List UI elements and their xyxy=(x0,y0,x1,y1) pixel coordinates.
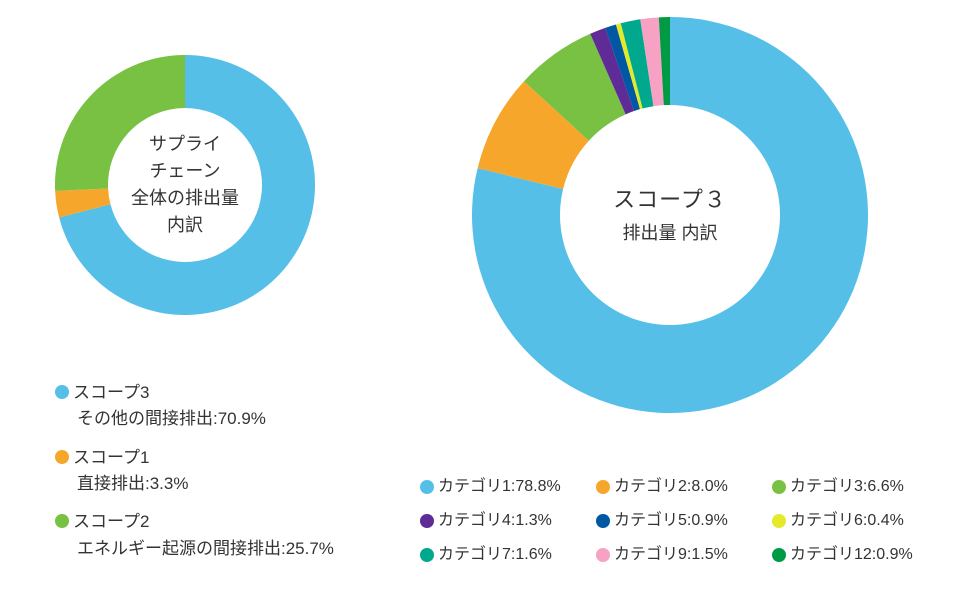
legend-right-item: カテゴリ7:1.6% xyxy=(420,538,596,572)
donut-right: スコープ３ 排出量 内訳 xyxy=(472,17,868,413)
legend-left-sub: エネルギー起源の間接排出:25.7% xyxy=(55,536,334,562)
legend-right-item: カテゴリ2:8.0% xyxy=(596,470,772,504)
scope3-donut: スコープ３ 排出量 内訳 xyxy=(472,17,868,413)
legend-left-sub: 直接排出:3.3% xyxy=(55,471,334,497)
legend-left-label: スコープ2 xyxy=(73,512,149,531)
legend-left: スコープ3 その他の間接排出:70.9% スコープ1 直接排出:3.3% スコープ2 エネ… xyxy=(55,380,334,574)
legend-dot-icon xyxy=(772,548,786,562)
legend-dot-icon xyxy=(55,514,69,528)
legend-right-item: カテゴリ12:0.9% xyxy=(772,538,948,572)
legend-right: カテゴリ1:78.8% カテゴリ2:8.0% カテゴリ3:6.6% カテゴリ4:1.3… xyxy=(420,470,948,572)
legend-dot-icon xyxy=(420,514,434,528)
donut-right-center-label: スコープ３ 排出量 内訳 xyxy=(613,183,727,247)
legend-dot-icon xyxy=(55,450,69,464)
legend-left-item: スコープ3 その他の間接排出:70.9% xyxy=(55,380,334,433)
legend-dot-icon xyxy=(772,514,786,528)
legend-left-label: スコープ1 xyxy=(73,448,149,467)
legend-right-label: カテゴリ5:0.9% xyxy=(614,513,728,529)
donut-left-center-label: サプライチェーン全体の排出量内訳 xyxy=(131,131,239,239)
legend-right-label: カテゴリ2:8.0% xyxy=(614,479,728,495)
legend-dot-icon xyxy=(55,385,69,399)
legend-left-item: スコープ1 直接排出:3.3% xyxy=(55,445,334,498)
legend-dot-icon xyxy=(596,514,610,528)
legend-right-label: カテゴリ4:1.3% xyxy=(438,513,552,529)
supply-chain-donut: サプライチェーン全体の排出量内訳 xyxy=(55,55,315,315)
legend-right-label: カテゴリ7:1.6% xyxy=(438,547,552,563)
legend-dot-icon xyxy=(772,480,786,494)
legend-right-label: カテゴリ1:78.8% xyxy=(438,479,561,495)
legend-dot-icon xyxy=(596,480,610,494)
donut-left-center-line: チェーン xyxy=(131,158,239,185)
donut-left-center-line: 内訳 xyxy=(131,212,239,239)
donut-right-sub: 排出量 内訳 xyxy=(613,220,727,247)
legend-dot-icon xyxy=(420,548,434,562)
donut-left-center-line: 全体の排出量 xyxy=(131,185,239,212)
legend-left-item: スコープ2 エネルギー起源の間接排出:25.7% xyxy=(55,509,334,562)
legend-right-item: カテゴリ3:6.6% xyxy=(772,470,948,504)
donut-left-center-line: サプライ xyxy=(131,131,239,158)
legend-dot-icon xyxy=(596,548,610,562)
legend-right-item: カテゴリ1:78.8% xyxy=(420,470,596,504)
figure-canvas: { "background_color": "#ffffff", "text_c… xyxy=(0,0,960,600)
donut-right-title: スコープ３ xyxy=(613,183,727,216)
legend-right-label: カテゴリ12:0.9% xyxy=(790,547,913,563)
legend-left-sub: その他の間接排出:70.9% xyxy=(55,406,334,432)
legend-right-label: カテゴリ6:0.4% xyxy=(790,513,904,529)
legend-left-label: スコープ3 xyxy=(73,383,149,402)
legend-right-item: カテゴリ4:1.3% xyxy=(420,504,596,538)
legend-right-item: カテゴリ9:1.5% xyxy=(596,538,772,572)
donut-left: サプライチェーン全体の排出量内訳 xyxy=(55,55,315,315)
legend-right-item: カテゴリ5:0.9% xyxy=(596,504,772,538)
legend-right-item: カテゴリ6:0.4% xyxy=(772,504,948,538)
legend-dot-icon xyxy=(420,480,434,494)
legend-right-label: カテゴリ9:1.5% xyxy=(614,547,728,563)
legend-right-label: カテゴリ3:6.6% xyxy=(790,479,904,495)
